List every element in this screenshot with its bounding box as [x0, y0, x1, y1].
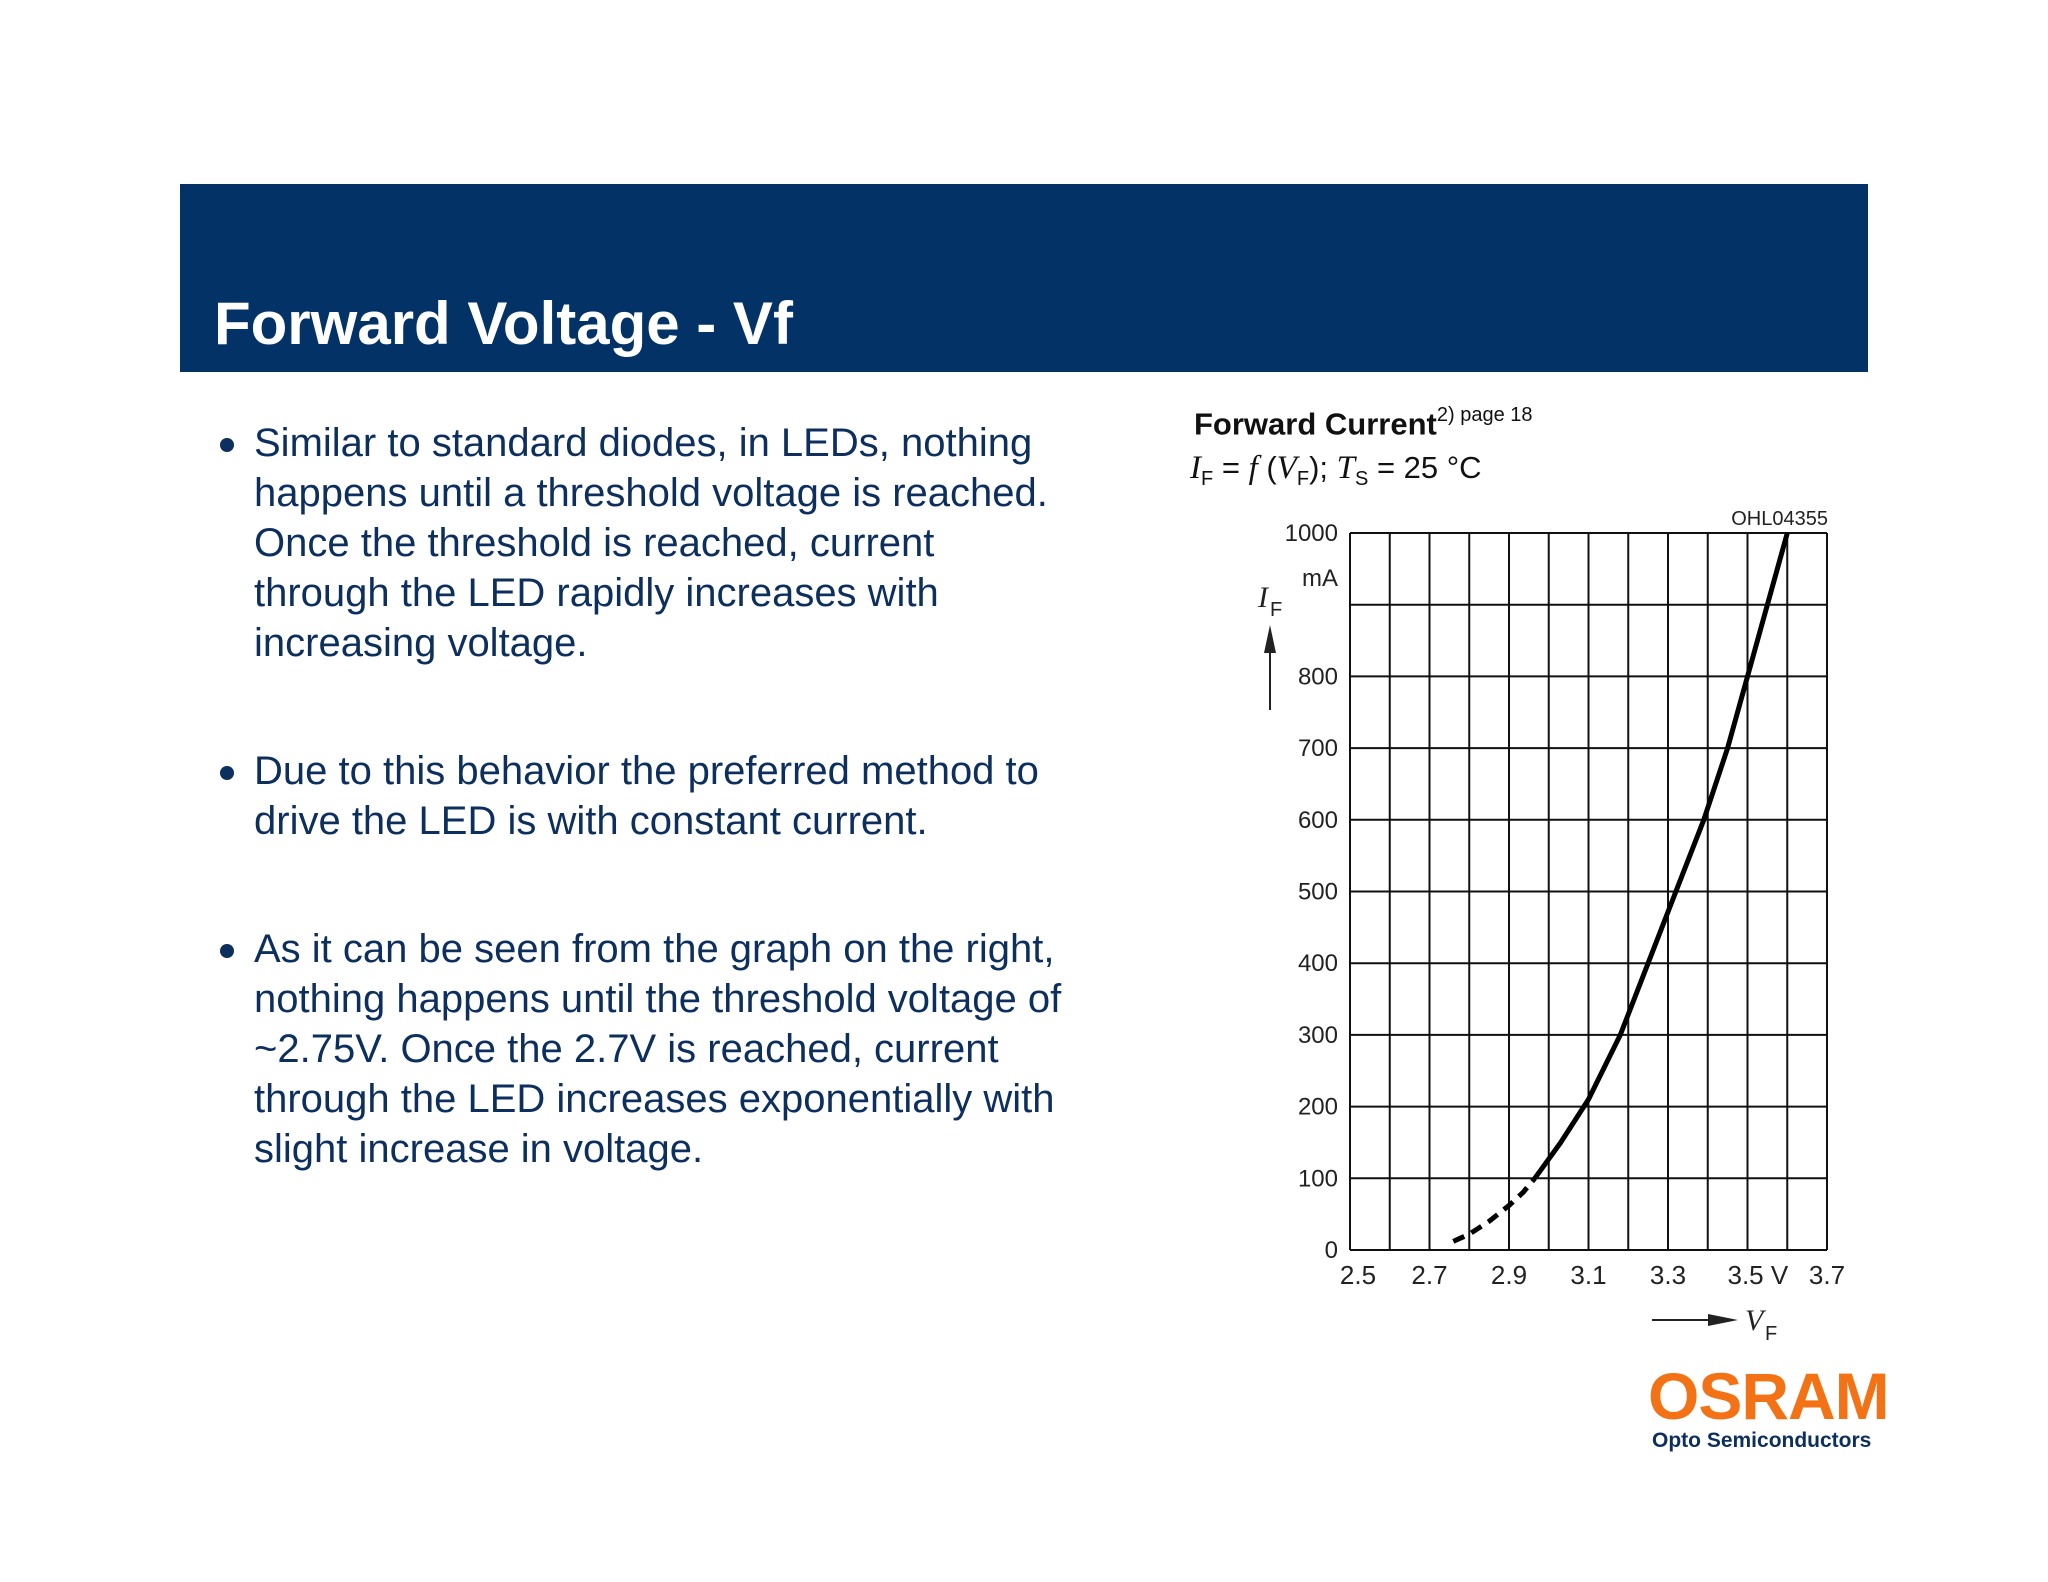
y-tick-label: 1000: [1285, 520, 1338, 547]
y-tick-label: 500: [1298, 879, 1338, 906]
bullet-item: Similar to standard diodes, in LEDs, not…: [218, 418, 1078, 668]
if-sub: F: [1201, 468, 1214, 491]
temperature-value: = 25 °C: [1368, 450, 1482, 485]
y-axis-unit: mA: [1302, 565, 1338, 592]
bullet-dot-icon: [220, 438, 234, 452]
bullet-text: Due to this behavior the preferred metho…: [254, 749, 1039, 843]
ts-symbol: T: [1336, 450, 1355, 486]
y-axis-symbol-sub: F: [1270, 599, 1282, 621]
y-tick-label: 800: [1298, 663, 1338, 690]
y-tick-label: 600: [1298, 807, 1338, 834]
bullet-text: Similar to standard diodes, in LEDs, not…: [254, 421, 1048, 665]
x-tick-label: 3.7: [1809, 1260, 1845, 1290]
right-arrow-icon: [1708, 1314, 1738, 1326]
logo-division: Opto Semiconductors: [1652, 1429, 1872, 1452]
x-tick-label: 3.1: [1570, 1260, 1606, 1290]
bullet-item: Due to this behavior the preferred metho…: [218, 746, 1078, 846]
chart-title-text: Forward Current: [1194, 406, 1437, 442]
y-tick-label: 200: [1298, 1094, 1338, 1121]
y-axis-symbol: I: [1257, 581, 1270, 614]
osram-logo: OSRAM Opto Semiconductors: [1648, 1359, 1890, 1454]
title-bar: Forward Voltage - Vf: [180, 184, 1868, 372]
ts-sub: S: [1354, 468, 1369, 491]
f-symbol: f: [1248, 450, 1258, 486]
curve-dashed: [1452, 1176, 1537, 1244]
y-tick-label: 100: [1298, 1165, 1338, 1192]
forward-current-chart: Forward Current2) page 18 IF = f (VF); T…: [1180, 400, 1880, 1350]
logo-brand: OSRAM: [1648, 1359, 1890, 1433]
bullet-dot-icon: [220, 766, 234, 780]
bullet-text: As it can be seen from the graph on the …: [254, 927, 1062, 1171]
x-axis-tick-labels: 2.5 2.7 2.9 3.1 3.3 3.5 V 3.7: [1340, 1260, 1845, 1290]
eq-sign: =: [1213, 450, 1249, 485]
vf-sub: F: [1296, 468, 1310, 491]
chart-series: [1452, 532, 1790, 1244]
y-axis-tick-labels: 0 100 200 300 400 500 600 700 800 1000: [1285, 520, 1338, 1264]
figure-code: OHL04355: [1731, 508, 1828, 530]
chart-title-footnote: 2) page 18: [1436, 404, 1533, 426]
paren-close: );: [1309, 450, 1337, 485]
x-tick-label: 2.9: [1491, 1260, 1527, 1290]
x-axis-label: V F: [1652, 1304, 1777, 1345]
y-tick-label: 700: [1298, 735, 1338, 762]
chart-plot-area: 0 100 200 300 400 500 600 700 800 1000 2.5 2.7 2.9 3…: [1257, 508, 1845, 1345]
up-arrow-icon: [1264, 625, 1276, 653]
x-tick-label: 2.5: [1340, 1260, 1376, 1290]
vf-symbol: V: [1276, 450, 1297, 486]
y-tick-label: 0: [1325, 1237, 1338, 1264]
paren-open: (: [1257, 450, 1277, 485]
if-symbol: I: [1190, 450, 1201, 486]
y-axis-label: I F: [1257, 581, 1282, 710]
bullet-dot-icon: [220, 944, 234, 958]
x-tick-label: 2.7: [1411, 1260, 1447, 1290]
curve-solid: [1532, 532, 1790, 1180]
y-tick-label: 300: [1298, 1022, 1338, 1049]
x-axis-symbol-sub: F: [1765, 1323, 1777, 1345]
x-tick-label: 3.3: [1650, 1260, 1686, 1290]
y-tick-label: 400: [1298, 950, 1338, 977]
chart-title: Forward Current2) page 18: [1194, 404, 1533, 442]
bullet-list: Similar to standard diodes, in LEDs, not…: [218, 418, 1078, 1174]
bullet-item: As it can be seen from the graph on the …: [218, 924, 1078, 1174]
chart-subtitle: IF = f (VF); TS = 25 °C: [1190, 450, 1482, 491]
x-axis-symbol: V: [1745, 1304, 1767, 1337]
x-tick-label: 3.5 V: [1728, 1260, 1789, 1290]
slide-title: Forward Voltage - Vf: [214, 290, 793, 357]
